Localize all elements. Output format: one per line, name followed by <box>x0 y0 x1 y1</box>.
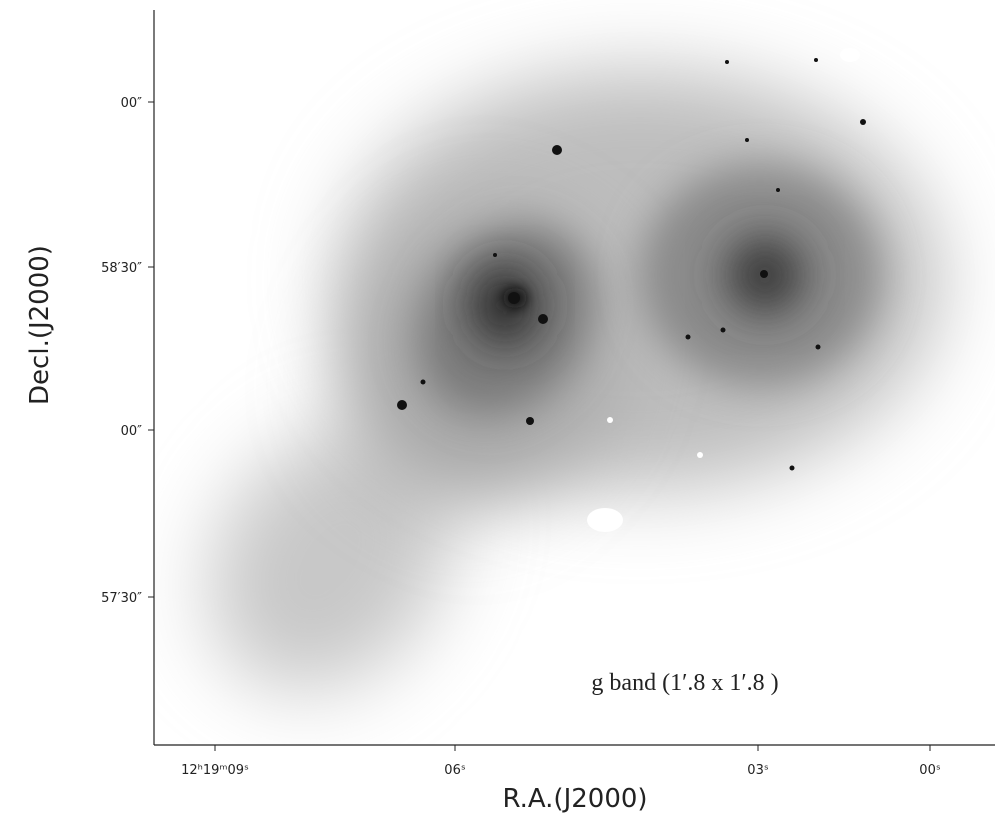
x-tick-label: 03ˢ <box>747 763 769 778</box>
y-tick-label: 00″ <box>121 96 143 111</box>
y-axis-label: Decl.(J2000) <box>25 245 55 405</box>
galaxy-image <box>209 48 940 691</box>
annotation: g band (1′.8 x 1′.8 ) <box>591 670 778 696</box>
y-tick-label: 57′30″ <box>101 591 142 606</box>
y-tick-label: 58′30″ <box>101 261 142 276</box>
x-tick-label: 00ˢ <box>919 763 941 778</box>
x-axis-label: R.A.(J2000) <box>502 784 647 814</box>
x-tick-label: 06ˢ <box>444 763 466 778</box>
y-tick-label: 00″ <box>121 424 143 439</box>
x-tick-label: 12ʰ19ᵐ09ˢ <box>181 763 249 778</box>
